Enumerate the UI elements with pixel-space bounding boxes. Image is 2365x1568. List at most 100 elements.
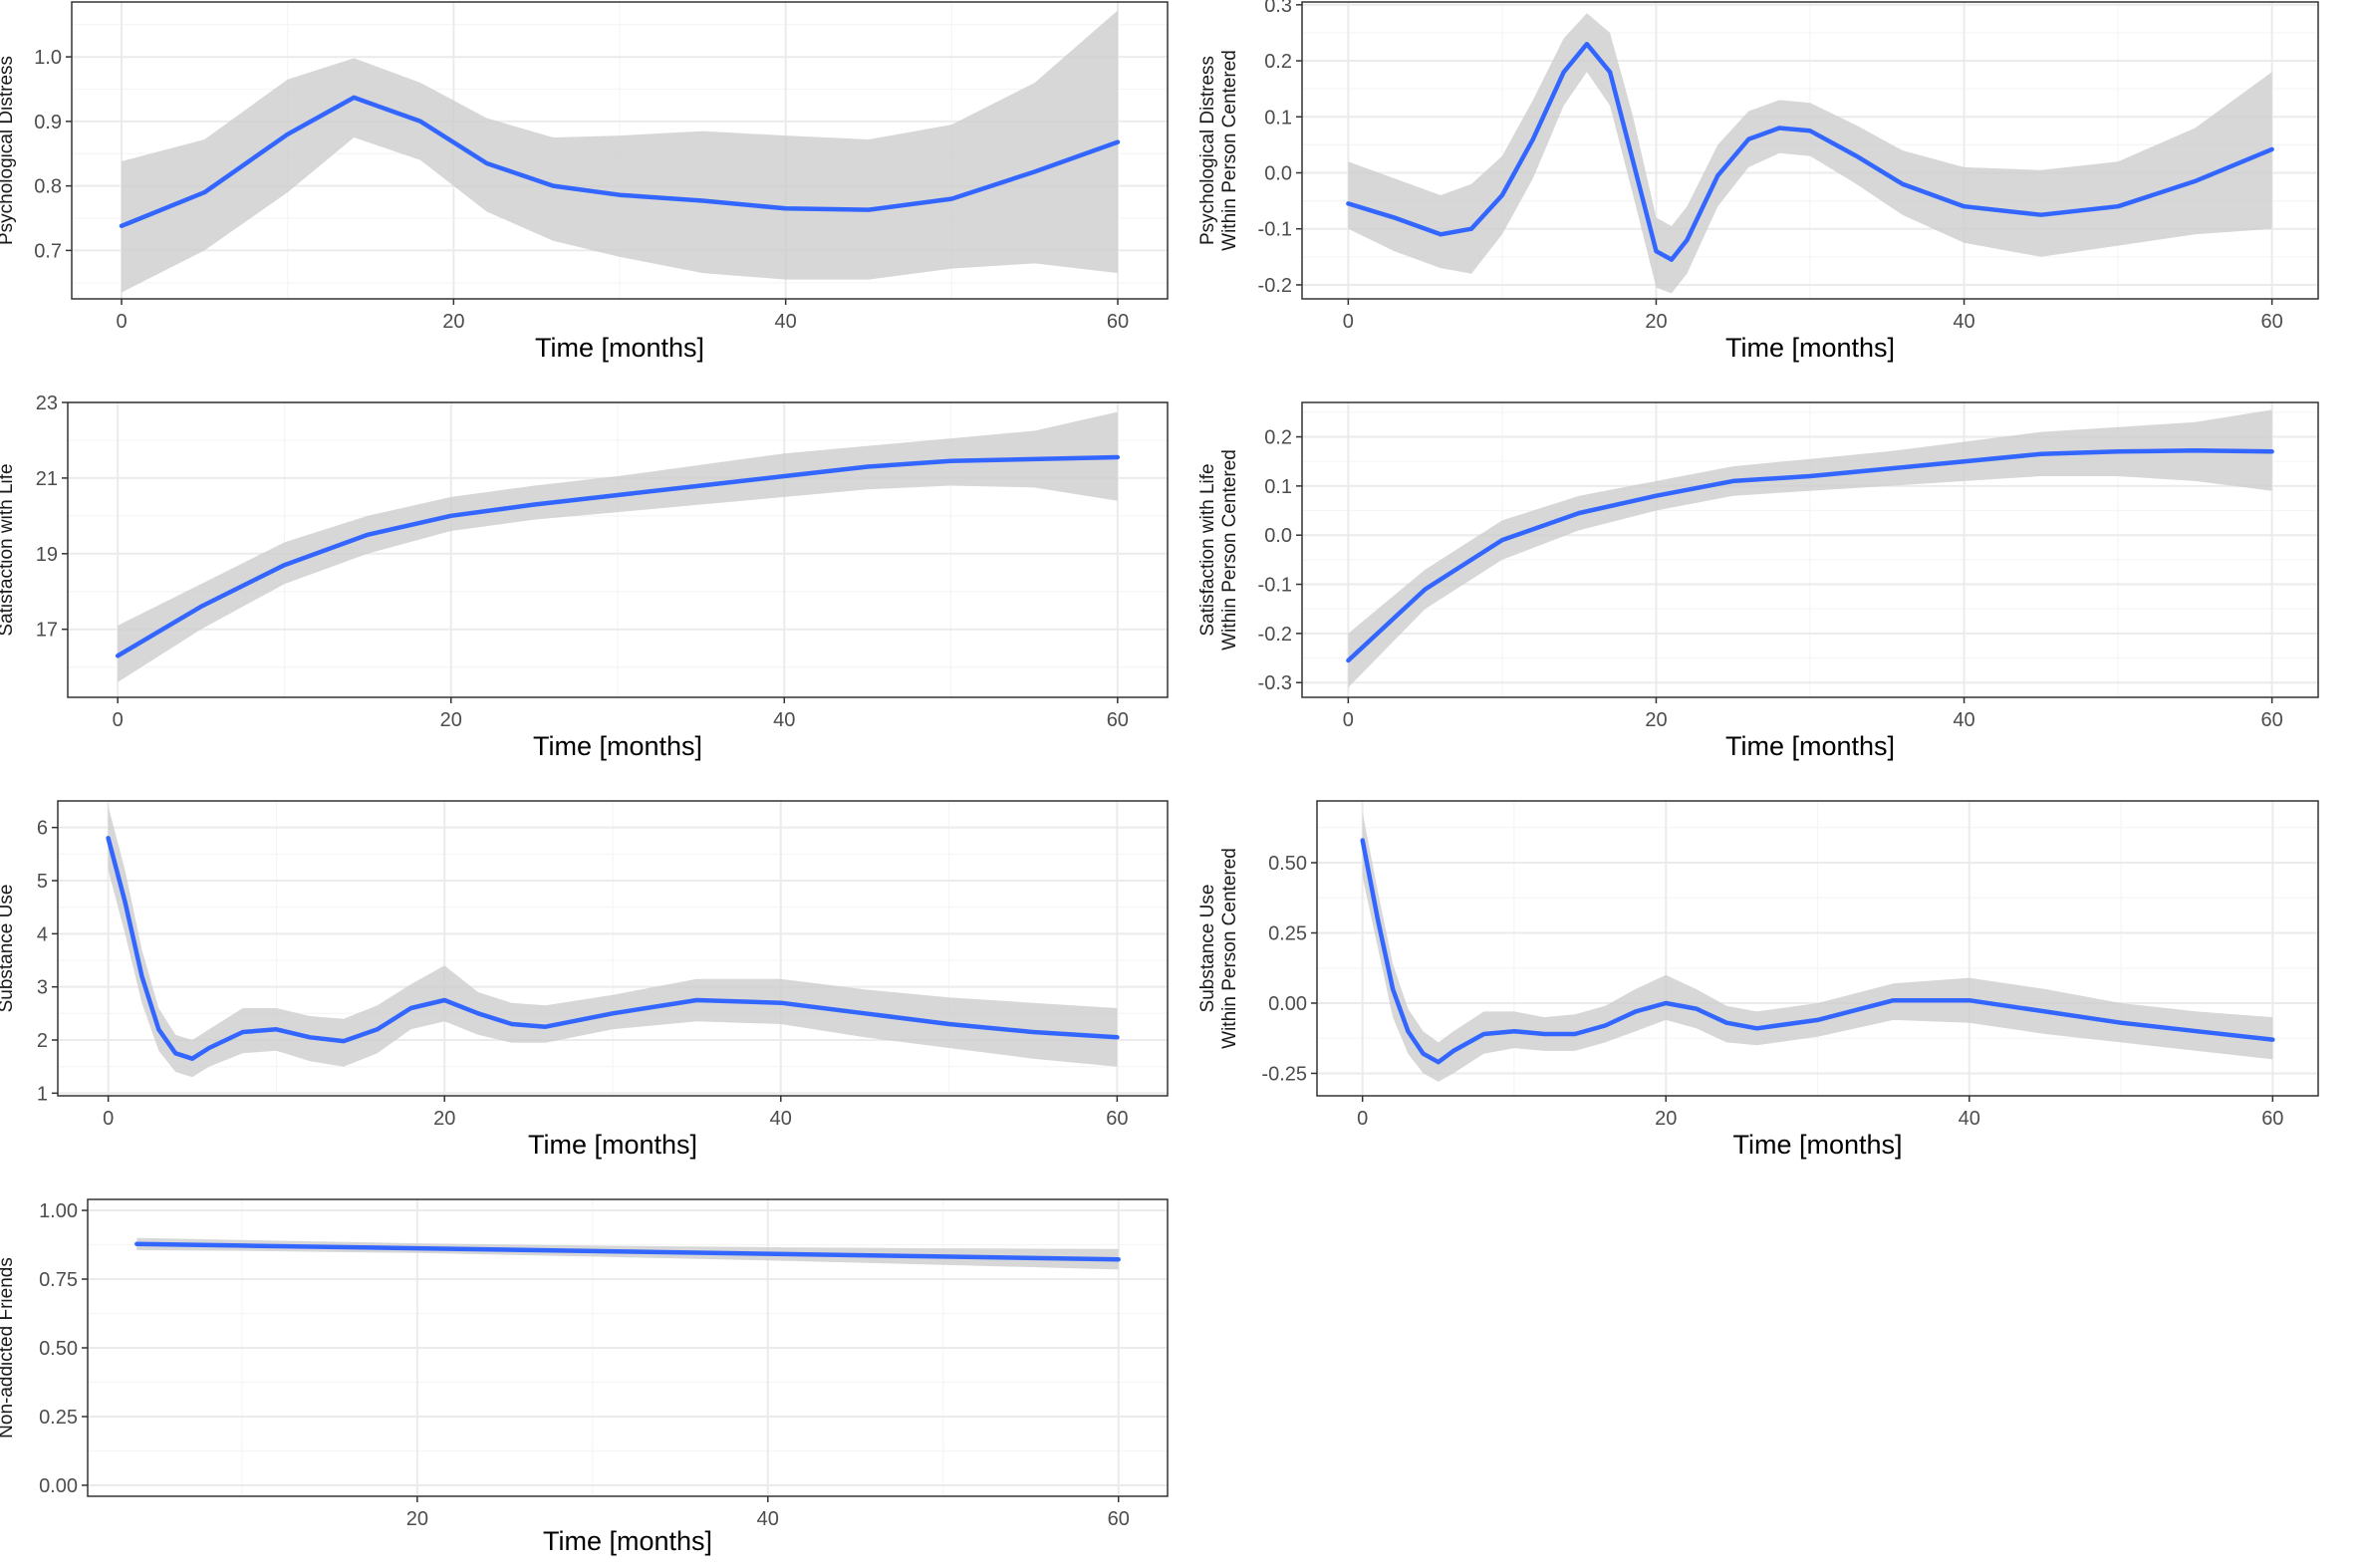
trend-line	[1346, 41, 2274, 262]
y-tick-label: 0.00	[39, 1475, 78, 1497]
y-tick-label: 0.1	[1264, 476, 1292, 498]
y-tick-label: 2	[37, 1030, 48, 1052]
panel-non-addicted-friends: 20 40 60 0.00 0.25 0.50 0.75 1.00 Time [months] N…	[0, 1198, 1169, 1556]
y-tick-label: 0.00	[1268, 993, 1307, 1015]
x-tick-label: 40	[773, 709, 795, 731]
x-tick-label: 60	[1106, 1108, 1128, 1130]
y-axis-title-line: Non-addicted Friends	[0, 1257, 17, 1438]
y-tick-label: 4	[37, 923, 48, 945]
y-tick-label: 0.1	[1264, 107, 1292, 129]
x-axis-title: Time [months]	[1725, 731, 1895, 761]
x-axis-title: Time [months]	[1725, 333, 1895, 363]
x-tick-label: 40	[1953, 311, 1974, 333]
trend-line	[1360, 838, 2275, 1065]
confidence-ribbon	[1348, 13, 2272, 294]
y-axis-title-line: Psychological Distress	[0, 56, 17, 245]
y-tick-label: 1	[37, 1083, 48, 1105]
y-axis-title-line: Within Person Centered	[1219, 449, 1240, 651]
y-tick-label: 0.25	[39, 1407, 78, 1429]
y-tick-label: 21	[36, 468, 58, 490]
x-axis-title: Time [months]	[543, 1526, 712, 1556]
x-axis-title: Time [months]	[528, 1130, 697, 1160]
y-tick-label: 5	[37, 871, 48, 893]
x-tick-label: 0	[1343, 311, 1354, 333]
x-tick-label: 40	[1953, 709, 1974, 731]
x-tick-label: 0	[116, 311, 127, 333]
x-tick-label: 20	[442, 311, 464, 333]
gridlines	[1317, 801, 2318, 1096]
x-tick-label: 0	[103, 1108, 114, 1130]
x-tick-label: 60	[2261, 311, 2283, 333]
x-tick-label: 20	[1655, 1108, 1677, 1130]
panel-border	[71, 1, 1169, 300]
panel-substance-use: 0 20 40 60 1 2 3 4 5 6 Time [months] Substance Use	[0, 800, 1169, 1160]
x-tick-label: 20	[440, 709, 462, 731]
y-tick-label: 1.00	[39, 1200, 78, 1222]
panel-border	[1301, 1, 2319, 300]
y-tick-label: 17	[36, 620, 58, 642]
y-tick-label: -0.1	[1258, 219, 1292, 241]
x-axis-title: Time [months]	[535, 333, 704, 363]
panel-psychological-distress-within-person: 0 20 40 60 -0.2 -0.1 0.0 0.1 0.2 0.3 Time [months]…	[1197, 0, 2319, 363]
y-tick-label: 0.7	[34, 240, 62, 262]
x-tick-label: 60	[2261, 1108, 2283, 1130]
panel-border	[67, 401, 1169, 698]
y-axis-title-line: Substance Use	[1197, 885, 1218, 1013]
x-tick-label: 60	[1107, 311, 1129, 333]
x-tick-label: 40	[757, 1508, 779, 1530]
x-tick-label: 0	[113, 709, 124, 731]
y-tick-label: 0.2	[1264, 427, 1292, 449]
y-tick-label: 0.8	[34, 176, 62, 198]
x-tick-label: 20	[1645, 311, 1667, 333]
y-tick-label: -0.3	[1258, 672, 1292, 694]
trend-line	[115, 454, 1121, 658]
y-tick-label: 0.25	[1268, 922, 1307, 944]
y-axis-title-line: Psychological Distress	[1197, 56, 1218, 245]
x-tick-label: 40	[770, 1108, 792, 1130]
confidence-ribbon	[1362, 812, 2273, 1082]
y-tick-label: 0.3	[1264, 0, 1292, 17]
y-axis-title-line: Within Person Centered	[1219, 50, 1240, 251]
panel-border	[57, 800, 1169, 1097]
x-tick-label: 60	[2261, 709, 2283, 731]
panel-satisfaction-with-life-within-person: 0 20 40 60 -0.3 -0.2 -0.1 0.0 0.1 0.2 Time [months…	[1197, 401, 2319, 761]
y-tick-label: -0.1	[1258, 575, 1292, 597]
panel-border	[1316, 800, 2319, 1097]
trend-line	[1346, 448, 2274, 663]
trend-line	[106, 836, 1120, 1061]
confidence-ribbon	[108, 806, 1118, 1078]
x-axis-title: Time [months]	[1732, 1130, 1902, 1160]
x-tick-label: 0	[1357, 1108, 1368, 1130]
y-tick-label: 0.50	[39, 1338, 78, 1360]
x-tick-label: 60	[1108, 1508, 1130, 1530]
y-tick-label: 0.0	[1264, 162, 1292, 184]
y-tick-label: 0.2	[1264, 51, 1292, 73]
y-tick-label: 6	[37, 818, 48, 840]
confidence-ribbon	[118, 411, 1118, 682]
confidence-ribbon	[122, 10, 1118, 293]
y-tick-label: 0.9	[34, 112, 62, 133]
y-tick-label: 23	[36, 392, 58, 414]
y-tick-label: 1.0	[34, 47, 62, 69]
y-axis-title-line: Satisfaction with Life	[0, 463, 17, 636]
x-tick-label: 20	[433, 1108, 455, 1130]
y-tick-label: -0.2	[1258, 275, 1292, 297]
y-axis-title-line: Satisfaction with Life	[1197, 463, 1218, 636]
x-tick-label: 20	[1645, 709, 1667, 731]
y-tick-label: 3	[37, 977, 48, 999]
y-tick-label: 0.50	[1268, 853, 1307, 875]
y-tick-label: -0.25	[1261, 1063, 1307, 1085]
y-axis-title-line: Within Person Centered	[1219, 848, 1240, 1049]
panel-psychological-distress: 0 20 40 60 0.7 0.8 0.9 1.0 Time [months] Psycholo…	[0, 1, 1169, 363]
x-tick-label: 40	[1959, 1108, 1980, 1130]
y-axis-title-line: Substance Use	[0, 885, 17, 1013]
x-tick-label: 0	[1343, 709, 1354, 731]
x-tick-label: 40	[775, 311, 797, 333]
trend-line	[119, 95, 1121, 229]
confidence-ribbon	[1348, 409, 2272, 688]
panel-satisfaction-with-life: 0 20 40 60 17 19 21 23 Time [months] Satisfaction…	[0, 392, 1169, 761]
x-axis-title: Time [months]	[533, 731, 702, 761]
y-tick-label: 0.0	[1264, 525, 1292, 547]
x-tick-label: 60	[1107, 709, 1129, 731]
